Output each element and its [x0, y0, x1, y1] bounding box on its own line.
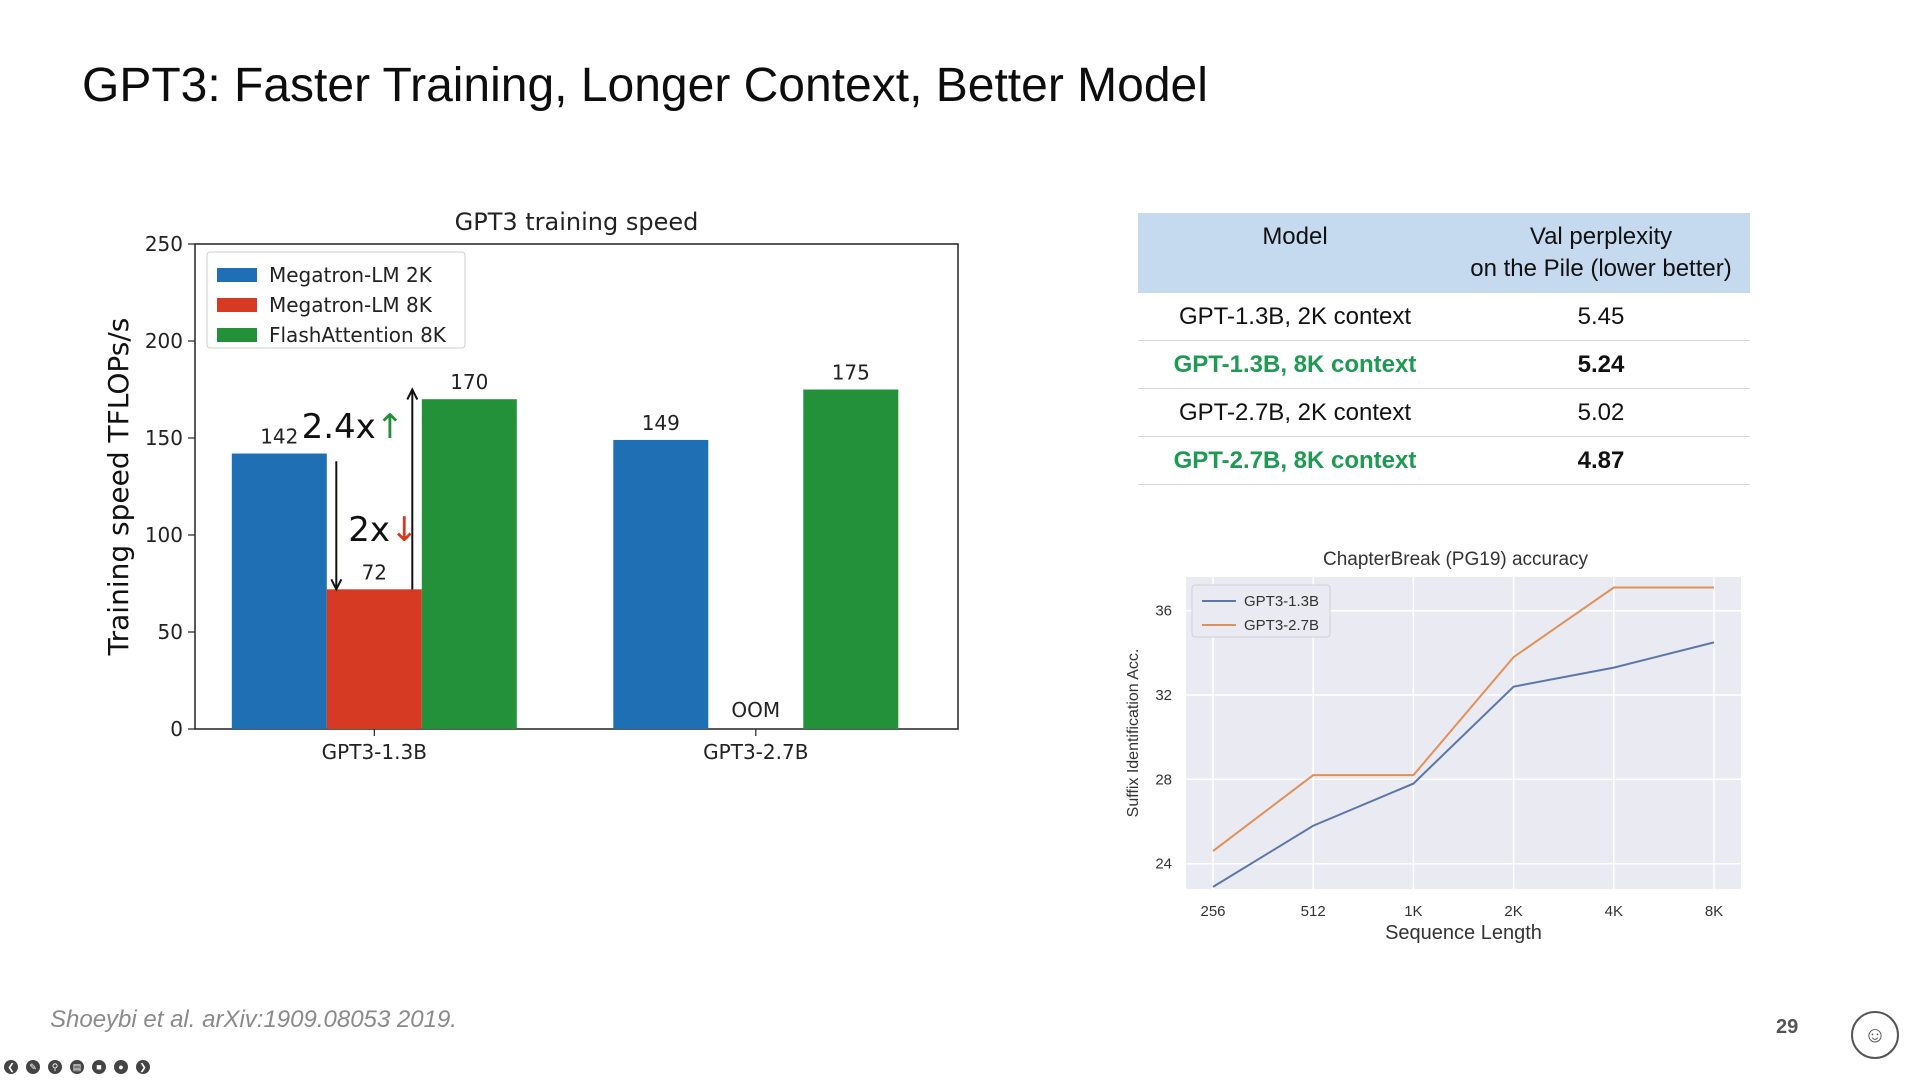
speedup-annotation: 2.4x↑	[302, 407, 405, 447]
bar-value-label: 149	[642, 411, 680, 435]
bar	[421, 399, 517, 729]
y-tick-label: 200	[145, 329, 183, 353]
line-y-tick-label: 28	[1155, 771, 1172, 788]
legend-swatch	[217, 328, 257, 342]
page-number: 29	[1776, 1016, 1799, 1038]
cell-ppl: 5.02	[1452, 388, 1750, 437]
cell-model: GPT-1.3B, 8K context	[1138, 340, 1452, 389]
bar-value-label: 142	[260, 425, 298, 449]
bar-chart-training-speed: GPT3 training speed 0 50 100 150 200 250 Traini…	[102, 208, 959, 764]
subtitles-icon[interactable]: ▤	[70, 1060, 84, 1074]
bar-value-label: 72	[362, 560, 387, 584]
y-tick-label: 100	[145, 523, 183, 547]
back-arrow-icon[interactable]: ❮	[4, 1060, 18, 1074]
citation: Shoeybi et al. arXiv:1909.08053 2019.	[50, 1006, 457, 1033]
line-y-tick-label: 24	[1155, 856, 1172, 873]
y-tick-label: 250	[145, 232, 183, 256]
plot-frame	[194, 243, 959, 730]
pen-icon[interactable]: ✎	[26, 1060, 40, 1074]
header-val-perplexity: Val perplexity on the Pile (lower better…	[1452, 213, 1750, 293]
bar-value-label: 175	[832, 361, 870, 385]
speedup-arrowhead	[406, 387, 419, 400]
slowdown-arrowhead	[330, 578, 343, 592]
bar	[613, 439, 709, 729]
table-row: GPT-2.7B, 2K context 5.02	[1138, 388, 1750, 437]
bar-value-label: 170	[450, 370, 488, 394]
y-tick-label: 0	[170, 717, 183, 741]
bar	[231, 453, 327, 729]
header-val-line1: Val perplexity	[1529, 223, 1673, 250]
header-val-line2: on the Pile (lower better)	[1470, 255, 1732, 282]
x-tick-label: GPT3-2.7B	[703, 740, 808, 764]
table-row: GPT-1.3B, 2K context 5.45	[1138, 293, 1750, 341]
line-legend-box	[1191, 584, 1331, 638]
legend-swatch	[217, 268, 257, 282]
header-model: Model	[1138, 213, 1452, 293]
camera-icon[interactable]: ■	[92, 1060, 106, 1074]
series-line	[1212, 586, 1714, 852]
bar	[326, 589, 422, 729]
legend-label: Megatron-LM 2K	[269, 263, 433, 287]
line-x-tick-label: 8K	[1705, 903, 1723, 920]
line-y-axis-label: Suffix Identification Acc.	[1125, 649, 1142, 818]
record-icon[interactable]: ●	[114, 1060, 128, 1074]
bar-value-label: OOM	[731, 698, 780, 722]
line-x-axis-label: Sequence Length	[1385, 922, 1542, 944]
chart-title: GPT3 training speed	[455, 208, 699, 236]
legend-swatch	[217, 298, 257, 312]
cell-model: GPT-2.7B, 2K context	[1138, 388, 1452, 437]
y-tick-label: 150	[145, 426, 183, 450]
slide-title: GPT3: Faster Training, Longer Context, B…	[82, 59, 1208, 112]
forward-arrow-icon[interactable]: ❯	[136, 1060, 150, 1074]
x-tick-label: GPT3-1.3B	[322, 740, 427, 764]
speedup-up-arrow-icon: ↑	[376, 407, 405, 447]
line-x-tick-label: 1K	[1404, 903, 1422, 920]
series-line	[1212, 641, 1715, 888]
line-plot-area	[1186, 577, 1741, 889]
bar	[803, 389, 899, 729]
line-legend-label: GPT3-2.7B	[1244, 617, 1319, 634]
table-row: GPT-1.3B, 8K context 5.24	[1138, 340, 1750, 389]
legend-label: FlashAttention 8K	[269, 323, 447, 347]
cell-ppl: 4.87	[1452, 436, 1750, 485]
legend-box	[206, 251, 466, 349]
cell-ppl: 5.24	[1452, 340, 1750, 389]
line-legend-label: GPT3-1.3B	[1244, 593, 1319, 610]
line-y-tick-label: 32	[1155, 687, 1172, 704]
university-logo-icon: ☺	[1851, 1011, 1899, 1059]
perplexity-table: Model Val perplexity on the Pile (lower …	[1138, 213, 1750, 485]
cell-ppl: 5.45	[1452, 293, 1750, 341]
cell-model: GPT-2.7B, 8K context	[1138, 436, 1452, 485]
y-tick-label: 50	[158, 620, 183, 644]
table-row: GPT-2.7B, 8K context 4.87	[1138, 436, 1750, 485]
line-x-tick-label: 256	[1200, 903, 1225, 920]
table-header-row: Model Val perplexity on the Pile (lower …	[1138, 213, 1750, 293]
presentation-toolbar: ❮ ✎ ⚲ ▤ ■ ● ❯	[4, 1060, 150, 1074]
slowdown-down-arrow-icon: ↓	[390, 510, 419, 550]
line-x-tick-label: 2K	[1504, 903, 1522, 920]
line-chart-title: ChapterBreak (PG19) accuracy	[1323, 549, 1589, 570]
line-y-tick-label: 36	[1155, 603, 1172, 620]
slowdown-annotation: 2x↓	[348, 510, 418, 550]
cell-model: GPT-1.3B, 2K context	[1138, 293, 1452, 341]
line-x-tick-label: 4K	[1605, 903, 1623, 920]
legend-label: Megatron-LM 8K	[269, 293, 433, 317]
line-x-tick-label: 512	[1301, 903, 1326, 920]
y-axis-label: Training speed TFLOPs/s	[102, 318, 135, 657]
zoom-icon[interactable]: ⚲	[48, 1060, 62, 1074]
